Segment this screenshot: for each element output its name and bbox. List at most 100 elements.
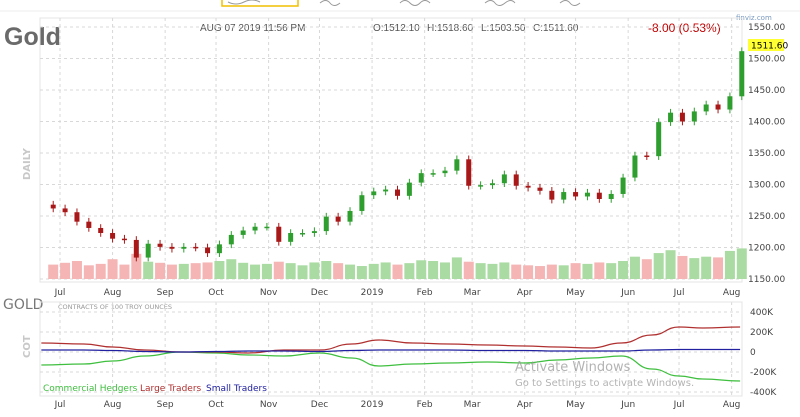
volume-bar <box>724 250 735 279</box>
cot-title: GOLD <box>3 297 43 313</box>
ticker-title: Gold <box>4 23 61 51</box>
volume-bar <box>463 261 474 279</box>
candle-body <box>656 122 662 157</box>
volume-bar <box>214 261 225 279</box>
volume-bar <box>250 264 261 279</box>
cot-tick-label: -400K <box>750 388 777 398</box>
candle-body <box>145 243 151 258</box>
volume-bar <box>558 265 569 279</box>
volume-bar <box>380 262 391 279</box>
candle-body <box>608 193 614 199</box>
cot-tick-label: 400K <box>750 308 774 318</box>
candle-body <box>632 155 638 178</box>
month-tick-label: Nov <box>260 400 278 410</box>
cot-ylabel: COT <box>22 335 33 358</box>
month-tick-label: Jul <box>673 400 685 410</box>
candle-body <box>596 192 602 199</box>
price-grid <box>39 17 743 283</box>
price-tick-label: 1400.00 <box>748 118 785 128</box>
price-tick-label: 1200.00 <box>748 244 785 254</box>
volume-bar <box>60 262 71 279</box>
finviz-brand-link[interactable]: finviz.com <box>736 14 772 22</box>
candle-body <box>727 96 733 110</box>
cot-month-axis: Jul Aug Sep Oct Nov Dec 2019 Feb Mar Apr May Jun Jul… <box>54 400 741 410</box>
price-month-axis: Jul Aug Sep Oct Nov Dec 2019 Feb Mar Apr May Jun Jul… <box>54 288 741 298</box>
volume-bar <box>404 263 415 279</box>
price-candles <box>50 47 745 262</box>
candle-body <box>442 170 448 174</box>
volume-bar <box>190 263 201 279</box>
price-axis: 1550.00 1500.00 1450.00 1400.00 1350.00 1300.… <box>748 23 785 285</box>
candle-body <box>668 112 674 123</box>
thumbnail-icon[interactable] <box>399 0 431 6</box>
month-tick-label: Mar <box>464 288 481 298</box>
legend-commercial-hedgers: Commercial Hedgers <box>43 384 138 394</box>
volume-bar <box>451 257 462 279</box>
volume-bar <box>321 261 332 279</box>
volume-bar <box>261 263 272 279</box>
candle-body <box>383 189 389 192</box>
candle-body <box>323 216 329 232</box>
volume-bar <box>689 258 700 279</box>
thumbnail-icon[interactable] <box>319 0 341 6</box>
candle-body <box>181 246 187 249</box>
volume-bar <box>629 256 640 279</box>
candle-body <box>276 226 282 242</box>
cot-grid <box>39 301 743 397</box>
chart-type-toolbar[interactable] <box>0 0 800 12</box>
price-tick-label: 1350.00 <box>748 149 785 159</box>
selected-chart-thumbnail[interactable] <box>221 0 299 7</box>
last-price-value: 1511.60 <box>751 42 788 52</box>
cot-tick-label: 0 <box>750 348 756 358</box>
volume-bar <box>226 259 237 279</box>
candle-body <box>311 231 317 234</box>
candle-body <box>418 173 424 183</box>
cot-axis: 400K 200K 0 -200K -400K <box>750 308 777 398</box>
candle-body <box>513 174 519 186</box>
price-frame <box>39 17 743 283</box>
candle-body <box>133 239 139 258</box>
month-tick-label: 2019 <box>361 400 384 410</box>
candle-body <box>715 104 721 110</box>
volume-bar <box>618 261 629 279</box>
price-tick-label: 1150.00 <box>748 275 785 285</box>
commercial-hedgers-line <box>41 351 741 382</box>
volume-bar <box>297 265 308 279</box>
small-traders-line <box>41 348 741 353</box>
candle-body <box>228 234 234 245</box>
candle-body <box>644 155 650 158</box>
volume-bar <box>71 261 82 279</box>
legend-small-traders: Small Traders <box>206 384 267 394</box>
candle-body <box>157 243 163 247</box>
large-traders-line <box>41 326 741 354</box>
thumbnail-icon[interactable] <box>484 0 516 6</box>
activate-windows-hint: Go to Settings to activate Windows. <box>515 378 694 389</box>
cot-subtitle: CONTRACTS OF 100 TROY OUNCES <box>58 303 172 311</box>
quote-high: H:1518.60 <box>427 23 474 34</box>
candle-body <box>549 190 555 200</box>
month-tick-label: Sep <box>157 288 174 298</box>
volume-bars <box>48 248 747 279</box>
candle-body <box>62 208 68 213</box>
candle-body <box>537 187 543 191</box>
volume-bar <box>582 263 593 279</box>
volume-bar <box>653 253 664 279</box>
month-tick-label: Dec <box>311 400 328 410</box>
price-tick-label: 1250.00 <box>748 212 785 222</box>
volume-bar <box>202 262 213 279</box>
month-tick-label: Jul <box>54 400 66 410</box>
quote-open: O:1512.10 <box>373 23 420 34</box>
quote-datetime: AUG 07 2019 11:56 PM <box>200 23 305 34</box>
month-tick-label: Jun <box>620 400 635 410</box>
volume-bar <box>333 263 344 279</box>
candle-body <box>679 112 685 122</box>
month-tick-label: Oct <box>208 400 224 410</box>
thumbnail-icon[interactable] <box>559 0 581 6</box>
candle-body <box>121 238 127 241</box>
volume-bar <box>570 263 581 279</box>
volume-bar <box>392 264 403 279</box>
candle-body <box>300 233 306 235</box>
volume-bar <box>107 259 118 279</box>
period-label: DAILY <box>22 147 33 180</box>
volume-bar <box>499 262 510 279</box>
